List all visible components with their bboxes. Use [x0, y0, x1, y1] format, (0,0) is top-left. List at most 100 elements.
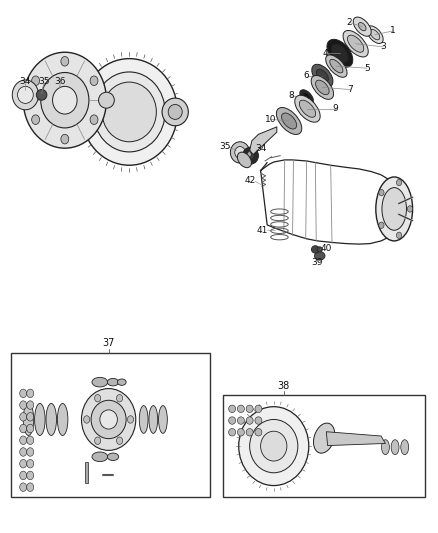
- Ellipse shape: [314, 423, 335, 453]
- Ellipse shape: [20, 483, 27, 491]
- Ellipse shape: [229, 429, 236, 436]
- Ellipse shape: [117, 394, 123, 402]
- Ellipse shape: [347, 35, 364, 52]
- Ellipse shape: [230, 142, 250, 163]
- Ellipse shape: [27, 436, 34, 445]
- Ellipse shape: [314, 252, 325, 260]
- Ellipse shape: [20, 389, 27, 398]
- Polygon shape: [250, 127, 277, 155]
- Ellipse shape: [312, 64, 333, 87]
- Text: 37: 37: [102, 338, 115, 348]
- Ellipse shape: [299, 100, 316, 117]
- Ellipse shape: [255, 405, 262, 413]
- Ellipse shape: [102, 82, 156, 142]
- Ellipse shape: [81, 59, 177, 165]
- Ellipse shape: [311, 76, 334, 99]
- Ellipse shape: [95, 394, 101, 402]
- Text: 9: 9: [332, 104, 339, 113]
- Ellipse shape: [92, 452, 108, 462]
- Ellipse shape: [92, 377, 108, 387]
- Ellipse shape: [381, 440, 389, 455]
- Ellipse shape: [27, 389, 34, 398]
- Ellipse shape: [396, 180, 402, 186]
- Text: 35: 35: [219, 142, 231, 150]
- Text: 7: 7: [347, 85, 353, 94]
- Text: 41: 41: [256, 226, 268, 235]
- Polygon shape: [242, 150, 252, 166]
- Ellipse shape: [376, 177, 413, 241]
- Ellipse shape: [107, 453, 119, 461]
- Ellipse shape: [20, 413, 27, 421]
- Ellipse shape: [330, 59, 343, 73]
- Ellipse shape: [237, 429, 244, 436]
- Ellipse shape: [41, 72, 89, 128]
- Ellipse shape: [57, 403, 68, 435]
- Ellipse shape: [379, 189, 384, 196]
- Bar: [11, 353, 210, 497]
- Ellipse shape: [391, 440, 399, 455]
- Ellipse shape: [20, 424, 27, 433]
- Ellipse shape: [326, 55, 347, 77]
- Ellipse shape: [117, 379, 126, 385]
- Ellipse shape: [316, 69, 328, 82]
- Ellipse shape: [46, 403, 57, 435]
- Ellipse shape: [61, 56, 69, 66]
- Ellipse shape: [20, 401, 27, 409]
- Ellipse shape: [20, 436, 27, 445]
- Text: 36: 36: [55, 77, 66, 85]
- Ellipse shape: [18, 86, 33, 103]
- Ellipse shape: [20, 459, 27, 468]
- Ellipse shape: [246, 429, 253, 436]
- Ellipse shape: [370, 29, 380, 40]
- Ellipse shape: [117, 437, 123, 445]
- Ellipse shape: [35, 403, 45, 435]
- Ellipse shape: [27, 401, 34, 409]
- Text: 6: 6: [304, 71, 310, 80]
- Ellipse shape: [229, 405, 236, 413]
- Ellipse shape: [407, 206, 413, 212]
- Ellipse shape: [327, 39, 353, 67]
- Ellipse shape: [99, 92, 114, 108]
- Ellipse shape: [237, 417, 244, 424]
- Ellipse shape: [12, 80, 39, 110]
- Ellipse shape: [27, 471, 34, 480]
- Bar: [85, 462, 88, 483]
- Text: 34: 34: [255, 144, 267, 152]
- Ellipse shape: [343, 30, 368, 57]
- Ellipse shape: [332, 44, 348, 62]
- Ellipse shape: [250, 419, 298, 473]
- Ellipse shape: [311, 246, 319, 253]
- Ellipse shape: [162, 98, 188, 126]
- Ellipse shape: [91, 400, 126, 439]
- Ellipse shape: [139, 406, 148, 433]
- Ellipse shape: [27, 448, 34, 456]
- Ellipse shape: [243, 147, 258, 164]
- Text: 38: 38: [278, 381, 290, 391]
- Ellipse shape: [247, 152, 254, 159]
- Text: 40: 40: [321, 244, 332, 253]
- Ellipse shape: [27, 413, 34, 421]
- Text: 34: 34: [20, 77, 31, 85]
- Ellipse shape: [382, 188, 406, 230]
- Ellipse shape: [255, 429, 262, 436]
- Ellipse shape: [276, 108, 302, 134]
- Text: 10: 10: [265, 115, 276, 124]
- Ellipse shape: [367, 26, 383, 44]
- Text: 4: 4: [322, 49, 328, 58]
- Ellipse shape: [282, 113, 297, 129]
- Text: 1: 1: [390, 27, 396, 35]
- Ellipse shape: [168, 104, 182, 119]
- Ellipse shape: [81, 389, 136, 450]
- Ellipse shape: [127, 416, 134, 423]
- Text: 8: 8: [288, 92, 294, 100]
- Ellipse shape: [27, 424, 34, 433]
- Ellipse shape: [237, 405, 244, 413]
- Ellipse shape: [316, 80, 329, 95]
- Ellipse shape: [239, 407, 309, 486]
- Text: 35: 35: [38, 77, 49, 85]
- Ellipse shape: [27, 483, 34, 491]
- Text: 2: 2: [347, 18, 352, 27]
- Ellipse shape: [317, 247, 322, 252]
- Bar: [223, 395, 425, 497]
- Ellipse shape: [27, 459, 34, 468]
